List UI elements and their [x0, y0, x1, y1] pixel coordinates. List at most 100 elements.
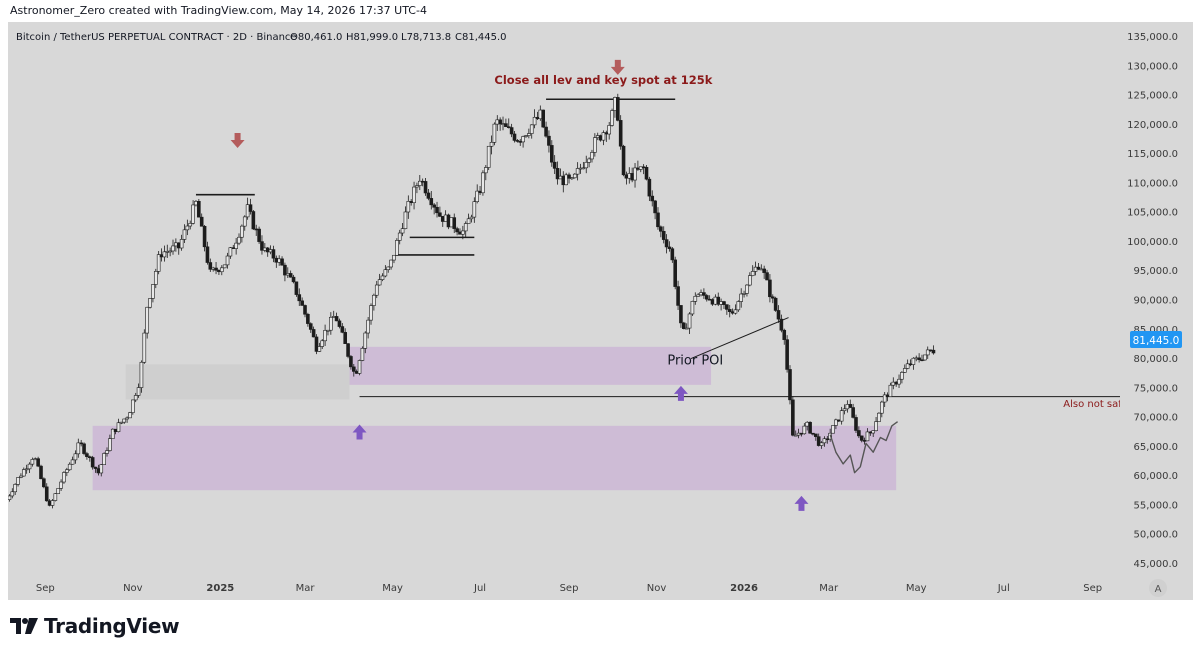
candle-body: [274, 257, 279, 263]
candle-body: [461, 230, 465, 235]
candle-body: [871, 430, 876, 434]
candle-body: [33, 458, 38, 460]
candle-body: [343, 332, 347, 344]
candle-body: [521, 136, 525, 143]
candle-body: [868, 431, 873, 434]
candle-body: [641, 166, 646, 169]
candle-body: [145, 306, 149, 334]
candle-body: [659, 226, 663, 232]
candle-body: [116, 422, 121, 432]
candle-body: [713, 296, 718, 305]
candle-body: [237, 236, 241, 244]
candle-body: [174, 242, 178, 247]
price-axis[interactable]: 45,000.0 50,000.0 55,000.0 60,000.0 65,000.0…: [1120, 22, 1193, 600]
price-tick-label: 135,000.0: [1127, 32, 1178, 43]
candle-body: [773, 297, 778, 311]
price-tick-label: 130,000.0: [1127, 61, 1178, 72]
candle-body: [426, 192, 431, 199]
candle-body: [47, 500, 52, 506]
candle-body: [105, 450, 109, 454]
candle-body: [211, 267, 215, 270]
candle-body: [291, 276, 296, 283]
candle-body: [630, 173, 634, 181]
candle-body: [334, 316, 339, 322]
note-close-leverage: Close all lev and key spot at 125k: [494, 73, 712, 87]
candle-body: [50, 500, 55, 506]
time-tick-label: Mar: [819, 583, 839, 594]
candle-body: [492, 123, 497, 143]
chart-area[interactable]: Close all lev and key spot at 125k Prior …: [8, 22, 1193, 600]
candle-body: [587, 158, 591, 163]
candle-body: [707, 298, 712, 301]
candle-body: [874, 421, 878, 431]
candle-body: [87, 456, 92, 458]
candle-body: [21, 469, 26, 477]
candle-body: [710, 299, 715, 305]
candle-body: [179, 239, 184, 249]
candle-body: [219, 267, 224, 273]
candle-body: [532, 116, 537, 126]
candle-body: [785, 339, 789, 370]
candle-body: [85, 453, 89, 457]
candle-body: [268, 249, 273, 253]
candle-body: [865, 431, 870, 442]
demand-zone: [92, 425, 897, 491]
legend-low: L78,713.8: [401, 32, 451, 43]
candle-body: [62, 472, 66, 483]
auto-scale-label[interactable]: A: [1155, 584, 1162, 595]
candle-body: [383, 269, 388, 277]
time-axis[interactable]: Sep Nov 2025 Mar May Jul Sep Nov 2026 Mar May Jul Se…: [36, 583, 1102, 594]
candle-body: [618, 120, 623, 147]
candle-body: [572, 173, 577, 179]
candle-body: [412, 186, 416, 204]
candle-body: [859, 435, 864, 441]
candle-body: [280, 258, 284, 266]
candle-body: [742, 293, 746, 295]
projection-layer: [829, 421, 899, 474]
price-tick-label: 80,000.0: [1133, 354, 1178, 365]
candle-body: [851, 407, 855, 418]
candle-body: [128, 412, 132, 419]
candle-body: [661, 230, 666, 240]
candle-body: [271, 249, 276, 259]
symbol-legend[interactable]: Bitcoin / TetherUS PERPETUAL CONTRACT · …: [16, 32, 507, 43]
tradingview-logo[interactable]: TradingView: [10, 614, 180, 638]
candle-body: [67, 463, 72, 471]
price-tick-label: 65,000.0: [1133, 442, 1178, 453]
candle-body: [429, 198, 434, 206]
candle-body: [366, 319, 370, 334]
candle-body: [372, 294, 376, 306]
candle-body: [288, 273, 293, 278]
candle-body: [880, 401, 884, 414]
auto-scale-button[interactable]: A: [1149, 579, 1167, 597]
candle-body: [323, 330, 327, 342]
candle-body: [670, 248, 675, 261]
candle-body: [506, 126, 511, 128]
candle-body: [489, 141, 494, 147]
candle-body: [848, 404, 853, 408]
candle-body: [719, 301, 723, 305]
candle-body: [472, 201, 477, 218]
up-arrow-icon: [794, 495, 809, 511]
candle-body: [857, 430, 861, 437]
time-tick-label: Sep: [1083, 583, 1102, 594]
candle-body: [176, 242, 181, 249]
tradingview-logo-icon: [10, 618, 38, 634]
candle-body: [782, 329, 787, 340]
candle-body: [529, 124, 534, 134]
candle-body: [636, 167, 640, 170]
price-chart[interactable]: Close all lev and key spot at 125k Prior …: [8, 22, 1193, 600]
candle-body: [802, 425, 807, 435]
candle-body: [702, 292, 706, 296]
candle-body: [303, 305, 307, 315]
down-arrow-icon: [610, 59, 625, 75]
candle-body: [888, 384, 893, 397]
auto-scale-circle[interactable]: [1149, 579, 1167, 597]
candle-body: [894, 381, 898, 385]
candle-body: [854, 417, 858, 431]
candle-body: [222, 264, 227, 269]
time-tick-label: Mar: [296, 583, 316, 594]
candle-body: [891, 381, 896, 386]
candle-body: [99, 464, 104, 474]
candle-body: [197, 201, 201, 218]
